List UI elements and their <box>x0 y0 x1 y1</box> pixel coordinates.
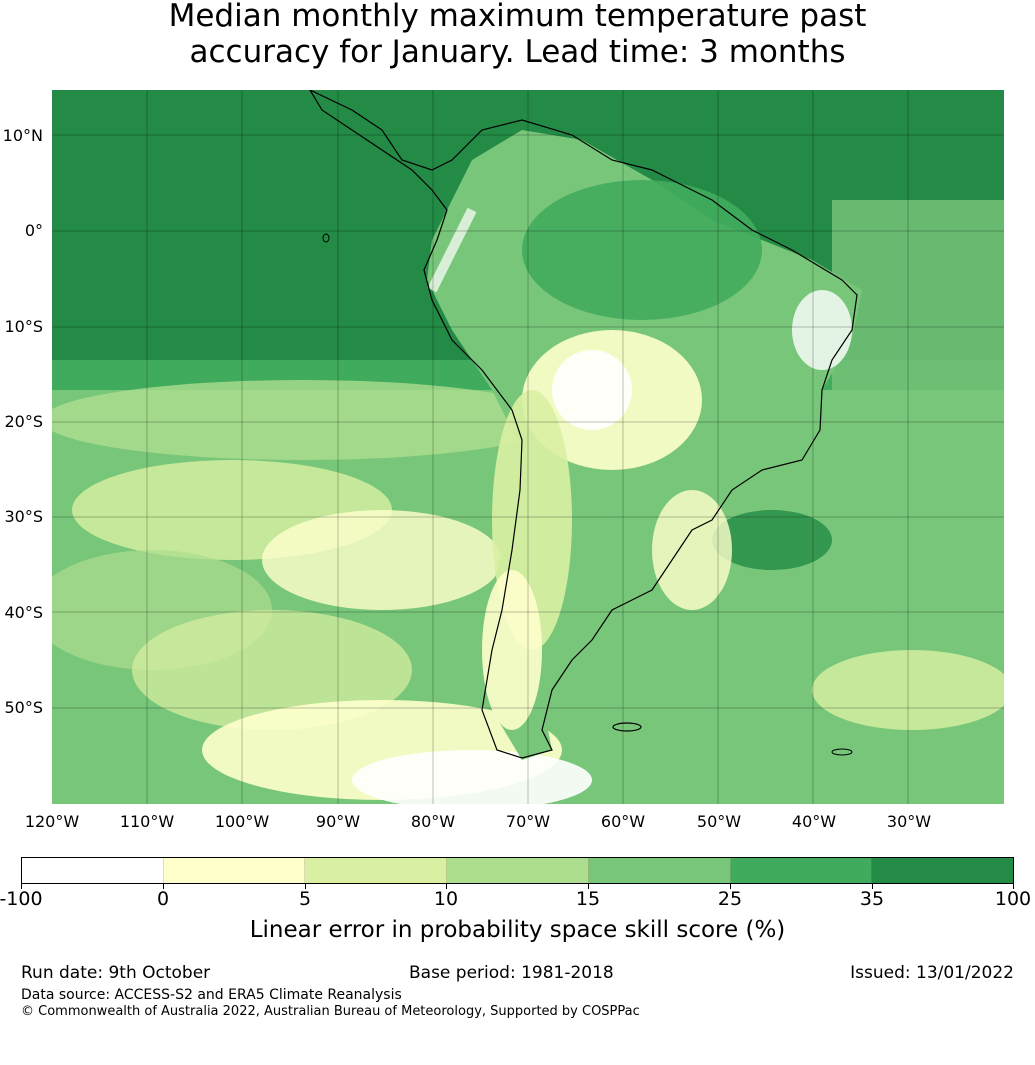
coastline <box>309 90 858 759</box>
lat-label-40s: 40°S <box>4 603 43 622</box>
atlantic-band <box>832 200 1004 400</box>
lon-label-70w: 70°W <box>505 812 551 831</box>
chart-title: Median monthly maximum temperature past … <box>0 0 1035 70</box>
lat-label-0: 0° <box>24 221 43 240</box>
colorbar <box>21 857 1014 884</box>
lat-label-10s: 10°S <box>4 317 43 336</box>
lon-label-30w: 30°W <box>886 812 932 831</box>
falkland-islands <box>612 722 642 732</box>
lat-label-50s: 50°S <box>4 698 43 717</box>
lon-label-40w: 40°W <box>791 812 837 831</box>
colorbar-segment <box>730 858 873 883</box>
issued-date: Issued: 13/01/2022 <box>850 963 1014 983</box>
colorbar-tick <box>446 884 447 889</box>
lon-label-50w: 50°W <box>696 812 742 831</box>
colorbar-segment <box>305 858 448 883</box>
lat-label-20s: 20°S <box>4 412 43 431</box>
lon-label-60w: 60°W <box>600 812 646 831</box>
base-period: Base period: 1981-2018 <box>409 963 614 983</box>
graticule <box>52 90 1004 804</box>
run-date: Run date: 9th October <box>21 963 211 983</box>
lat-label-30s: 30°S <box>4 507 43 526</box>
lat-label-10n: 10°N <box>2 126 43 145</box>
colorbar-tick-label: 35 <box>859 888 885 910</box>
west-coast-strip <box>427 207 477 293</box>
pacific-patch-5 <box>132 610 412 730</box>
colorbar-label: Linear error in probability space skill … <box>249 917 786 943</box>
galapagos <box>322 233 330 243</box>
colorbar-tick-label: 5 <box>298 888 312 910</box>
colorbar-tick-label: 10 <box>433 888 459 910</box>
colorbar-segment <box>163 858 306 883</box>
pacific-patch-7 <box>352 750 592 804</box>
lon-label-90w: 90°W <box>315 812 361 831</box>
colorbar-tick <box>305 884 306 889</box>
skill-score-map <box>52 90 1004 804</box>
colorbar-tick-label: 100 <box>994 888 1032 910</box>
colorbar-tick-label: -100 <box>0 888 43 910</box>
pacific-patch-1 <box>52 380 562 460</box>
lon-label-120w: 120°W <box>24 812 80 831</box>
patagonia-west <box>482 570 542 730</box>
south-georgia <box>831 748 853 756</box>
colorbar-segment <box>22 858 164 883</box>
colorbar-tick-label: 25 <box>717 888 743 910</box>
colorbar-segment <box>872 858 1014 883</box>
colorbar-tick <box>1013 884 1014 889</box>
colorbar-tick <box>163 884 164 889</box>
colorbar-tick <box>21 884 22 889</box>
northeast-brazil-white <box>792 290 852 370</box>
colorbar-tick-label: 15 <box>575 888 601 910</box>
colorbar-tick-label: 0 <box>156 888 170 910</box>
title-line-1: Median monthly maximum temperature past <box>168 0 867 34</box>
lon-label-80w: 80°W <box>410 812 456 831</box>
atlantic-dark-spot <box>712 510 832 570</box>
atlantic-patch-2 <box>812 650 1004 730</box>
colorbar-tick <box>588 884 589 889</box>
colorbar-tick <box>730 884 731 889</box>
title-line-2: accuracy for January. Lead time: 3 month… <box>189 34 846 70</box>
lon-label-110w: 110°W <box>119 812 175 831</box>
data-source: Data source: ACCESS-S2 and ERA5 Climate … <box>21 987 402 1003</box>
central-region-white <box>552 350 632 430</box>
pacific-patch-3 <box>262 510 502 610</box>
colorbar-segment <box>447 858 589 883</box>
colorbar-segment <box>588 858 731 883</box>
map-canvas <box>52 90 1004 804</box>
amazon-region <box>522 180 762 320</box>
colorbar-tick <box>872 884 873 889</box>
lon-label-100w: 100°W <box>214 812 270 831</box>
copyright: © Commonwealth of Australia 2022, Austra… <box>21 1004 640 1019</box>
